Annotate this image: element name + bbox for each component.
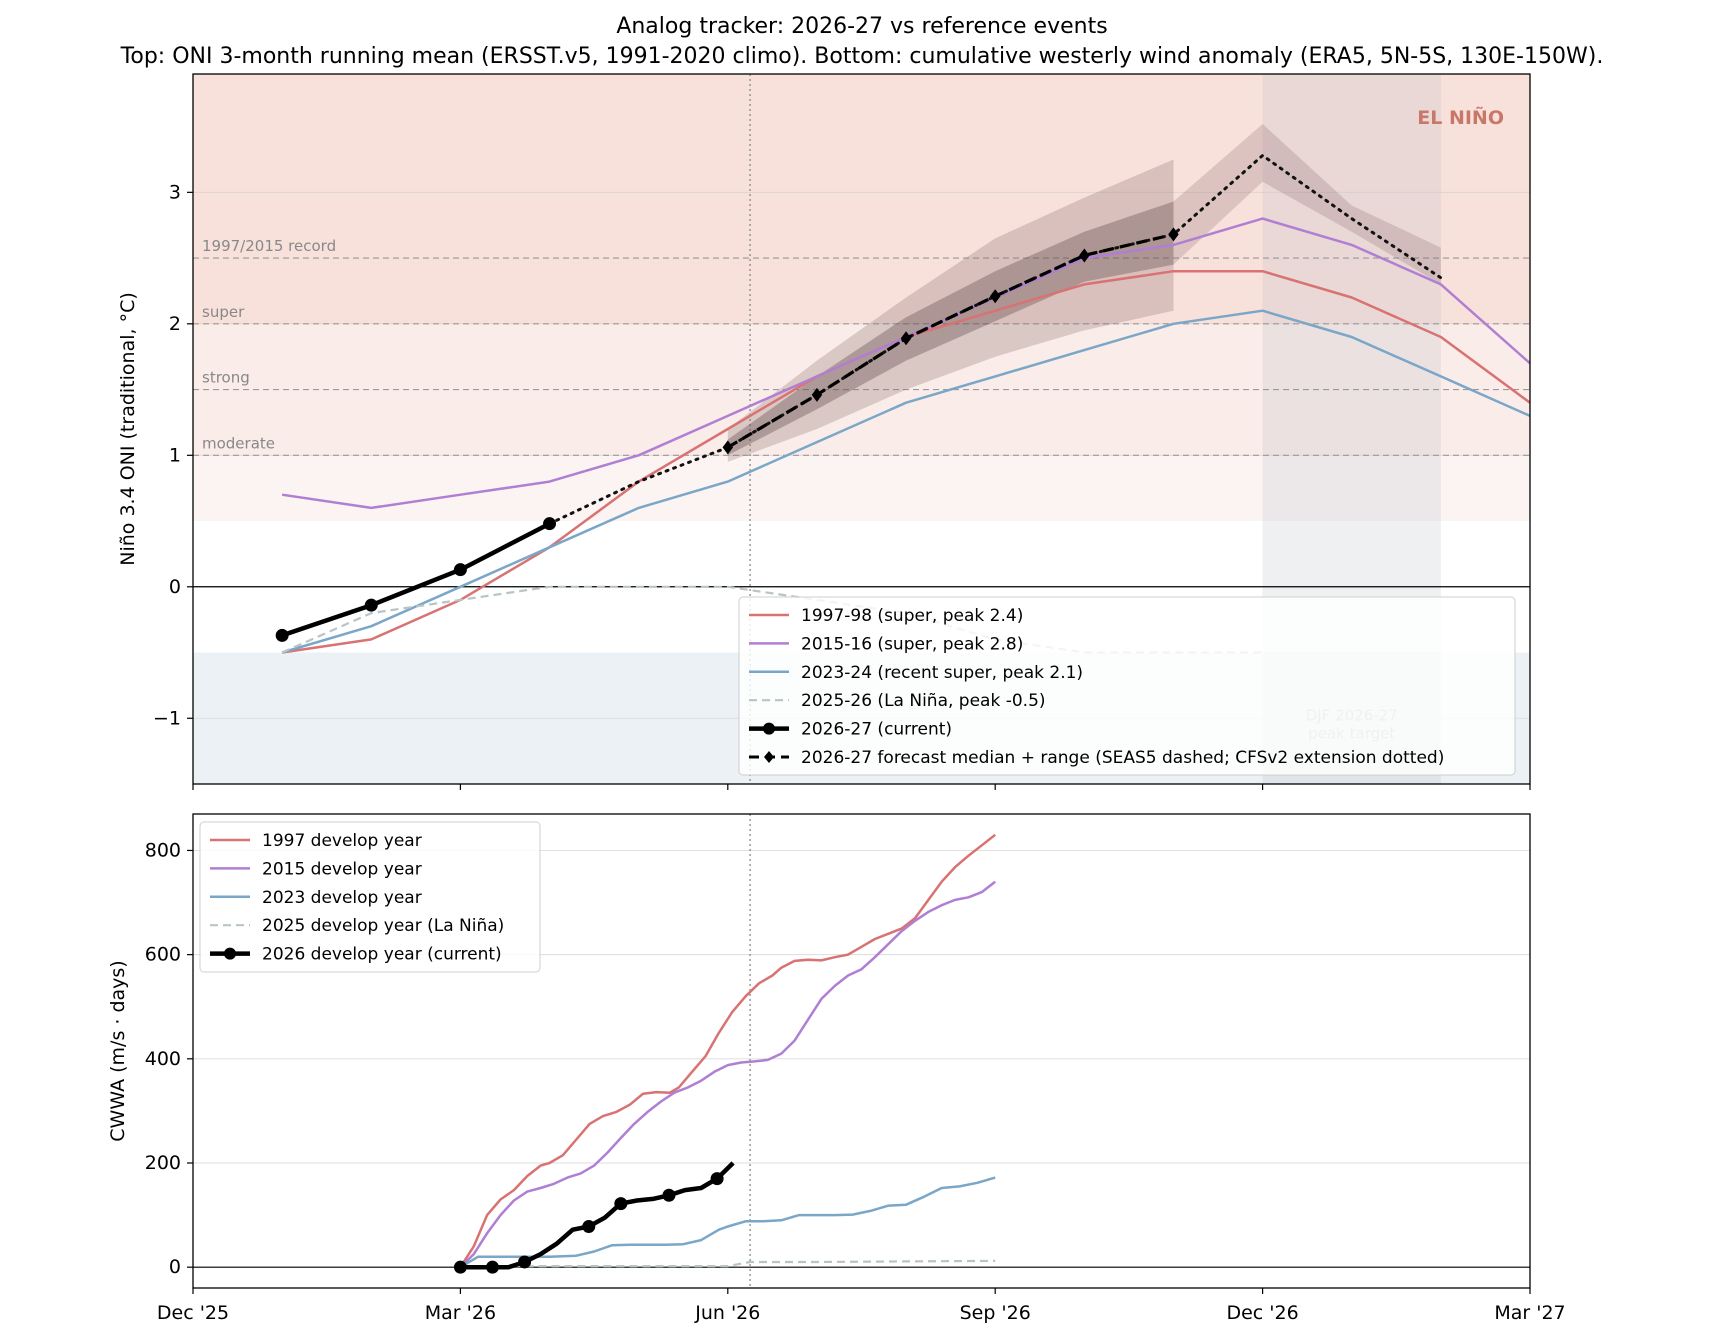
forecast-diamond-marker [811, 387, 823, 402]
current-marker [275, 628, 289, 642]
forecast-outer-range [727, 159, 1174, 462]
bottom-ytick-label: 600 [145, 944, 181, 966]
current-marker [453, 563, 467, 577]
top-ytick-label: 0 [169, 576, 181, 598]
bottom-legend-box [199, 821, 541, 973]
el-nino-label: EL NIÑO [1417, 105, 1504, 129]
forecast-diamond-marker [989, 289, 1001, 304]
threshold-label: moderate [202, 434, 275, 452]
top-legend-label: 2015-16 (super, peak 2.8) [801, 634, 1023, 654]
threshold-label: super [202, 303, 245, 321]
bottom-current-marker [485, 1260, 499, 1274]
bottom-series-line [460, 1161, 735, 1270]
bottom-series-line [459, 833, 996, 1268]
top-legend-marker [764, 751, 774, 763]
bottom-legend-label: 2015 develop year [262, 859, 422, 879]
bottom-current-marker [614, 1197, 628, 1211]
bottom-panel: 0 200 400 600 800 Dec '25 Mar '26 Jun '26 Sep '… [107, 813, 1566, 1324]
figure-title-line1: Analog tracker: 2026-27 vs reference eve… [616, 14, 1107, 39]
top-legend-label: 1997-98 (super, peak 2.4) [801, 606, 1023, 626]
bottom-ylabel: CWWA (m/s · days) [107, 960, 129, 1141]
bottom-current-marker [518, 1255, 532, 1269]
xtick-label: Dec '25 [157, 1302, 229, 1324]
bottom-current-marker [710, 1172, 724, 1186]
current-marker [543, 517, 557, 531]
bottom-ytick-label: 0 [169, 1256, 181, 1278]
forecast-diamond-marker [722, 440, 734, 455]
cfsv2-range [1173, 124, 1441, 285]
top-panel-frame [192, 73, 1531, 785]
xtick-label: Dec '26 [1226, 1302, 1298, 1324]
bottom-series-line [459, 1176, 996, 1269]
bottom-series-line [460, 1259, 996, 1268]
top-legend: 1997-98 (super, peak 2.4) 2015-16 (super,… [738, 596, 1516, 776]
bottom-legend-label: 2026 develop year (current) [262, 945, 502, 965]
top-legend-label: 2026-27 (current) [801, 720, 952, 740]
top-legend-box [738, 596, 1516, 776]
bottom-ytick-label: 800 [145, 839, 181, 861]
top-legend-label: 2026-27 forecast median + range (SEAS5 d… [801, 748, 1444, 768]
bottom-legend-label: 2023 develop year [262, 888, 422, 908]
bottom-legend-label: 1997 develop year [262, 831, 422, 851]
top-legend-marker [763, 722, 775, 735]
forecast-diamond-marker [1168, 227, 1179, 242]
bottom-legend-marker [224, 947, 236, 960]
forecast-median-line [726, 232, 1174, 449]
forecast-diamond-marker [1079, 248, 1090, 263]
figure-title-line2: Top: ONI 3-month running mean (ERSST.v5,… [120, 44, 1604, 69]
top-legend-label: 2023-24 (recent super, peak 2.1) [801, 663, 1083, 683]
xtick-label: Mar '27 [1494, 1302, 1565, 1324]
bottom-current-marker [453, 1260, 467, 1274]
top-series-line [281, 309, 1530, 654]
bottom-series-line [459, 880, 996, 1269]
xtick-label: Mar '26 [425, 1302, 496, 1324]
threshold-label: 1997/2015 record [202, 237, 336, 255]
current-2026-line [281, 521, 551, 638]
top-ytick-label: 1 [169, 444, 181, 466]
el-nino-band-weak [193, 455, 1530, 522]
bottom-current-marker [662, 1188, 676, 1202]
current-marker [364, 598, 378, 612]
bottom-current-marker [582, 1220, 596, 1234]
top-ytick-label: 3 [169, 181, 181, 203]
xtick-label: Sep '26 [960, 1302, 1031, 1324]
xtick-label: Jun '26 [694, 1302, 760, 1324]
bottom-legend-label: 2025 develop year (La Niña) [262, 916, 504, 936]
cfsv2-extension-line [548, 153, 1443, 526]
forecast-diamond-marker [900, 331, 912, 346]
top-ytick-label: −1 [153, 707, 181, 729]
el-nino-band-strong [193, 74, 1530, 324]
bottom-legend: 1997 develop year 2015 develop year 2023 d… [199, 821, 541, 973]
top-ylabel: Niño 3.4 ONI (traditional, °C) [117, 292, 139, 566]
bottom-ytick-label: 200 [145, 1152, 181, 1174]
threshold-label: strong [202, 369, 250, 387]
bottom-ytick-label: 400 [145, 1048, 181, 1070]
top-legend-label: 2025-26 (La Niña, peak -0.5) [801, 691, 1046, 711]
top-ytick-label: 2 [169, 313, 181, 335]
bottom-panel-frame [192, 813, 1531, 1289]
